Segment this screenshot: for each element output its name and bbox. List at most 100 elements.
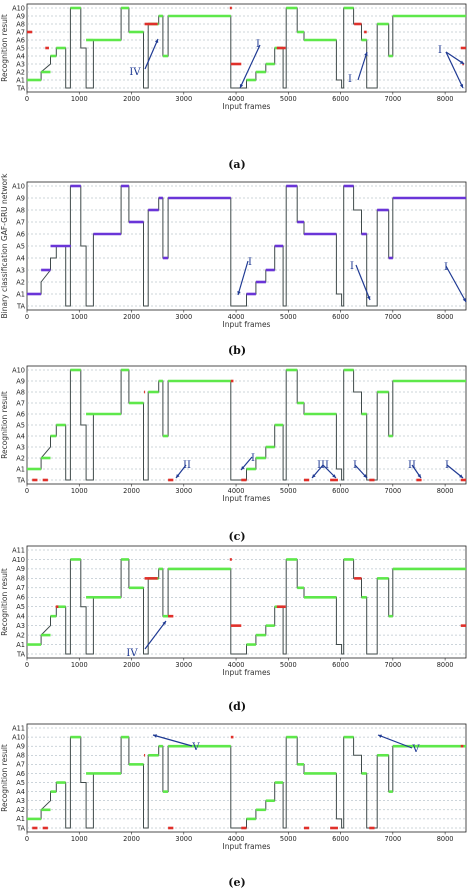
annotation-label: I [445, 460, 449, 471]
y-tick-label: A10 [12, 366, 25, 374]
x-tick-label: 0 [25, 835, 29, 843]
y-tick-label: A6 [16, 770, 25, 778]
y-axis-label: Binary classification GAF-GRU network [0, 173, 9, 319]
x-tick-label: 1000 [71, 95, 88, 103]
x-tick-label: 8000 [437, 313, 454, 321]
x-tick-label: 2000 [123, 95, 140, 103]
y-tick-label: A3 [16, 60, 25, 68]
x-tick-label: 3000 [175, 835, 192, 843]
x-tick-label: 2000 [123, 661, 140, 669]
arrow-head [459, 84, 464, 88]
x-tick-label: 5000 [280, 95, 297, 103]
arrow-head [176, 474, 180, 478]
arrow-head [153, 734, 157, 738]
y-tick-label: A1 [16, 815, 25, 823]
x-axis-label: Input frames [223, 320, 271, 329]
arrow-head [162, 621, 166, 625]
annotation-label: IV [126, 648, 138, 659]
annotation-label: I [438, 45, 442, 56]
x-tick-label: 8000 [437, 835, 454, 843]
x-axis-label: Input frames [223, 494, 271, 503]
plot-frame [26, 545, 467, 659]
y-tick-label: A4 [16, 432, 25, 440]
y-tick-label: A4 [16, 788, 25, 796]
y-tick-label: A7 [16, 218, 25, 226]
chart-panel: TA A1 A2 A3 A4 A5 A6 A7 A8 A9 A10 A11 0 1000 2000 3000 4… [0, 542, 474, 714]
x-tick-label: 8000 [437, 95, 454, 103]
y-tick-label: A5 [16, 242, 25, 250]
y-tick-label: A5 [16, 603, 25, 611]
arrow-head [237, 291, 241, 295]
x-tick-label: 7000 [384, 95, 401, 103]
y-axis-label: Recognition result [0, 744, 9, 812]
y-tick-label: A11 [12, 724, 25, 732]
annotation-arrow [144, 38, 159, 70]
panel-caption: (d) [227, 700, 247, 713]
arrow-head [363, 474, 367, 478]
ground-truth-series [27, 185, 466, 307]
chart-panel: TA A1 A2 A3 A4 A5 A6 A7 A8 A9 A10 A11 0 1000 2000 3000 4… [0, 720, 474, 890]
annotation-label: I [444, 262, 448, 273]
x-tick-label: 2000 [123, 487, 140, 495]
x-tick-label: 4000 [228, 835, 245, 843]
annotation-arrow [355, 264, 371, 301]
plot-frame [26, 723, 467, 833]
annotation-arrow [357, 51, 368, 81]
arrow-head [367, 296, 371, 300]
annotation-arrow [377, 734, 413, 749]
x-tick-label: 3000 [175, 313, 192, 321]
annotation-label: I [353, 460, 357, 471]
y-tick-label: A2 [16, 806, 25, 814]
y-tick-label: A6 [16, 410, 25, 418]
annotation-label: III [317, 460, 329, 471]
x-tick-label: 2000 [123, 313, 140, 321]
y-tick-label: A6 [16, 594, 25, 602]
y-tick-label: A3 [16, 266, 25, 274]
y-tick-label: A4 [16, 52, 25, 60]
ground-truth-series [27, 559, 466, 655]
y-tick-label: TA [16, 476, 26, 484]
panel-caption: (c) [228, 530, 246, 543]
x-tick-label: 8000 [437, 661, 454, 669]
y-tick-label: A8 [16, 388, 25, 396]
y-tick-label: A3 [16, 622, 25, 630]
y-tick-label: A6 [16, 36, 25, 44]
y-tick-label: A10 [12, 733, 25, 741]
y-tick-label: TA [16, 302, 26, 310]
y-tick-label: A7 [16, 761, 25, 769]
panel-caption: (e) [228, 876, 246, 889]
x-tick-label: 3000 [175, 487, 192, 495]
y-tick-label: A1 [16, 290, 25, 298]
y-tick-label: A7 [16, 28, 25, 36]
x-tick-label: 1000 [71, 313, 88, 321]
x-tick-label: 0 [25, 95, 29, 103]
annotation-label: I [350, 261, 354, 272]
y-tick-label: A4 [16, 612, 25, 620]
y-tick-label: A11 [12, 546, 25, 554]
x-tick-label: 3000 [175, 661, 192, 669]
y-tick-label: A9 [16, 565, 25, 573]
y-tick-label: A8 [16, 20, 25, 28]
y-tick-label: A2 [16, 278, 25, 286]
annotation-arrow [144, 620, 167, 650]
x-tick-label: 7000 [384, 661, 401, 669]
annotation-label: II [408, 460, 416, 471]
arrow-head [241, 466, 245, 470]
y-tick-label: A8 [16, 752, 25, 760]
y-tick-label: A7 [16, 399, 25, 407]
x-tick-label: 6000 [332, 95, 349, 103]
x-axis-label: Input frames [223, 842, 271, 851]
x-tick-label: 5000 [280, 835, 297, 843]
annotation-label: I [248, 257, 252, 268]
annotation-label: IV [129, 67, 141, 78]
x-axis-label: Input frames [223, 102, 271, 111]
annotation-label: I [256, 39, 260, 50]
annotation-arrow [237, 260, 249, 296]
y-tick-label: A3 [16, 797, 25, 805]
y-tick-label: TA [16, 824, 26, 832]
chart-panel: TA A1 A2 A3 A4 A5 A6 A7 A8 A9 A10 0 1000 2000 3000 4000… [0, 0, 474, 172]
